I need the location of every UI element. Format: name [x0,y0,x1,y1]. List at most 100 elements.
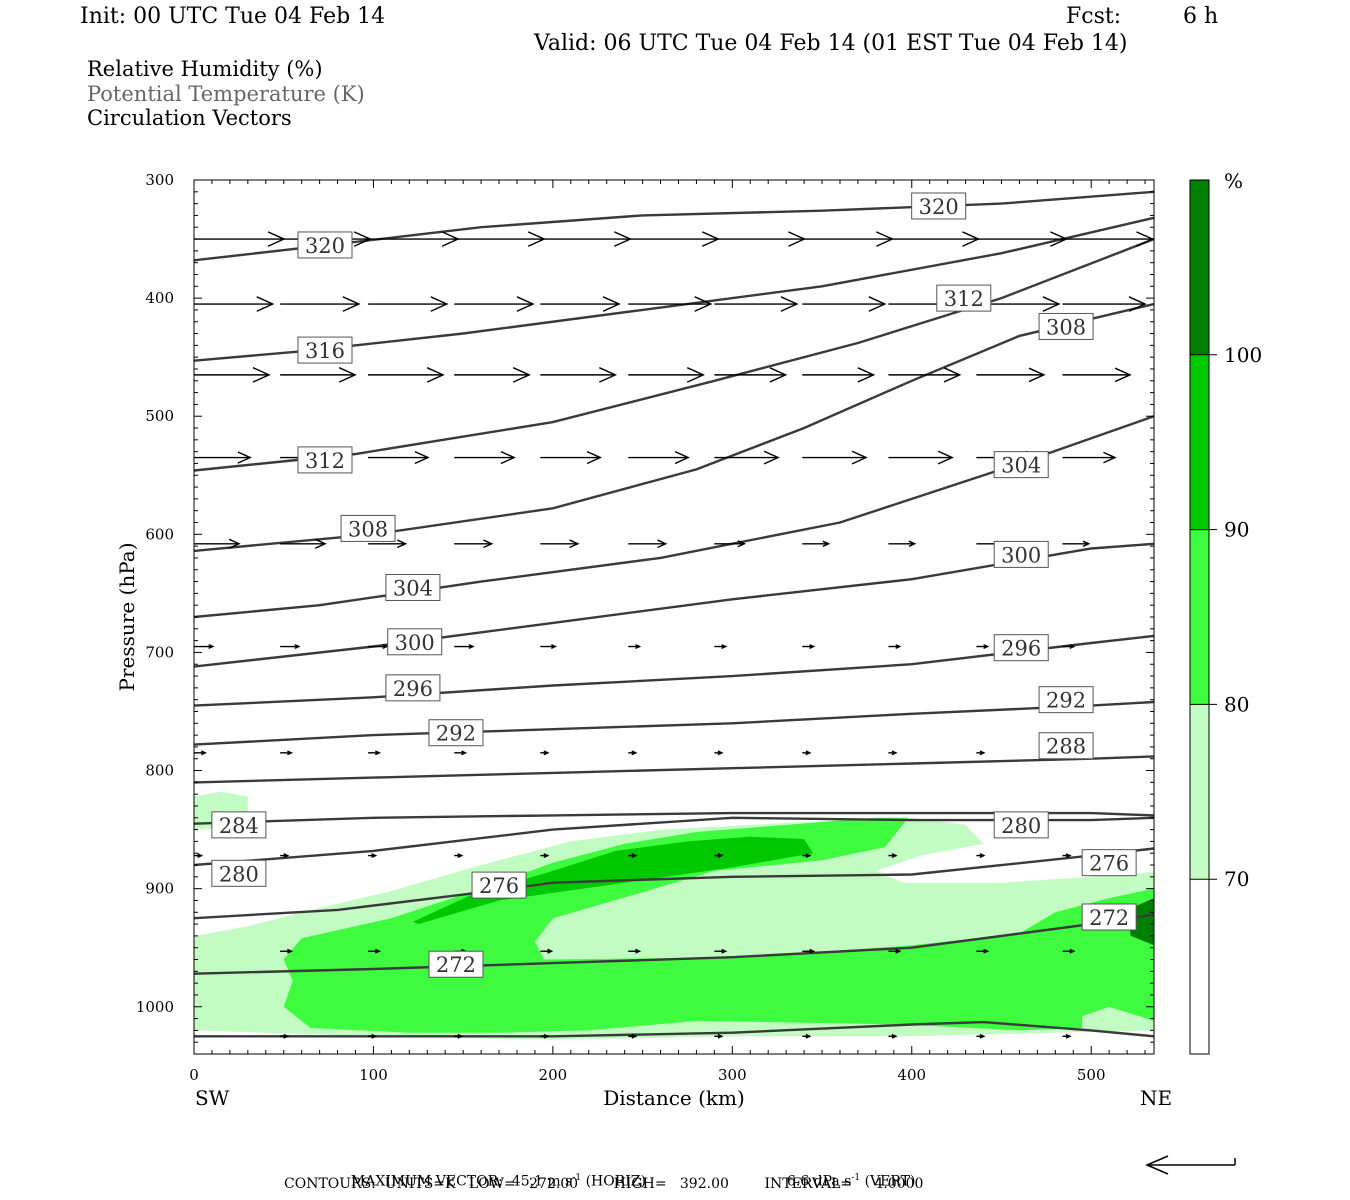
vector-953-242 [628,948,642,954]
vector-535-484 [1062,451,1117,464]
colorbar-label-90: 90 [1224,518,1249,542]
contour-label-text: 300 [395,631,435,655]
vector-head [717,750,724,756]
vector-953-387 [888,948,902,954]
max-vector-horiz: 45.1 m s [511,1173,573,1190]
vector-head [891,1033,898,1039]
vector-608-48 [280,538,327,549]
contour-label-text: 316 [305,339,345,363]
vector-head [1128,296,1147,312]
vector-695-145 [454,644,475,650]
contour-label-box [211,859,267,887]
vector-head [197,853,204,859]
colorbar-label-70: 70 [1224,867,1249,891]
vector-535-145 [454,450,516,465]
contour-label-box [1081,903,1137,931]
vector-head [809,948,816,954]
x-tick-label-200: 200 [539,1066,568,1084]
vector-953-97 [368,948,382,954]
vector-872-48 [280,853,290,859]
vector-785-48 [280,750,294,756]
contour-label-text: 272 [1089,906,1129,930]
theta-contour-284 [194,811,1154,825]
y-axis-title: Pressure (hPa) [115,543,139,692]
max-vector-label: MAXIMUM VECTOR: [350,1173,503,1190]
vector-785-290 [714,750,724,756]
contour-label-box [297,446,353,474]
contour-label-text: 296 [393,677,433,701]
vector-695-242 [628,644,642,649]
contour-label-text: 304 [1001,454,1041,478]
vector-1025-145 [454,1033,464,1039]
vector-head [631,853,638,859]
contour-label-box [428,719,484,747]
vector-872-290 [714,853,724,859]
vector-465-387 [888,367,962,383]
vector-953-193 [540,948,554,954]
vector-465-97 [368,367,445,383]
legend-theta: Potential Temperature (K) [87,82,365,106]
vector-head [237,451,252,464]
theta-contour-280 [194,816,1154,867]
vector-head [1042,296,1061,312]
theta-contour-296 [194,634,1154,707]
vector-465-436 [976,367,1046,383]
vector-head [1114,367,1132,383]
vector-head [375,750,382,756]
vert-tag: (VERT) [864,1173,916,1190]
theta-contour-288 [194,755,1154,784]
vector-head [857,367,876,383]
contour-label-300: 300 [993,540,1049,568]
y-tick-label-400: 400 [145,289,174,307]
contour-label-text: 292 [1046,689,1086,713]
vector-953-436 [976,948,990,954]
contour-label-text: 280 [219,862,259,886]
vector-535-242 [628,450,690,465]
vector-350-242 [628,231,720,247]
vector-465-484 [1062,367,1132,383]
vector-1025-193 [540,1033,550,1039]
max-vector-vert: 6.6 dPa s [786,1173,852,1190]
vector-953-48 [280,948,294,954]
vector-608-339 [802,540,831,548]
vector-head [763,450,780,465]
vector-405-242 [628,296,713,312]
contour-label-text: 272 [436,953,476,977]
vector-535-339 [802,450,868,465]
vector-head [631,750,638,756]
max-vector-vert-line: 6.6 dPa s-1 (VERT) [778,1157,916,1190]
vector-350-290 [714,231,807,247]
theta-contour-312 [194,237,1154,472]
vector-head [851,450,868,465]
max-vector-line: MAXIMUM VECTOR: 45.1 m s-1 (HORIZ) [342,1157,646,1190]
contour-label-280: 280 [993,811,1049,839]
contour-label-text: 304 [393,576,433,600]
contour-label-text: 280 [1001,814,1041,838]
vector-872-97 [368,853,378,859]
contour-label-272: 272 [1081,903,1137,931]
vector-head [895,644,902,649]
vector-350-0 [194,231,286,247]
vector-head [937,450,954,465]
vector-785-339 [802,750,812,756]
vector-872-193 [540,853,550,859]
vector-head [721,948,728,954]
vector-head [717,853,724,859]
vector-608-193 [540,539,580,549]
vector-608-387 [888,540,917,548]
vert-unit-exponent: -1 [851,1173,861,1183]
forecast-hour: 6 h [1183,4,1219,29]
contour-label-text: 320 [919,195,959,219]
vector-head [737,540,747,548]
vector-head [294,644,301,650]
x-tick-label-300: 300 [718,1066,747,1084]
vector-405-97 [368,296,449,312]
vector-head [468,644,475,650]
rh-region-80-2 [283,817,1154,1033]
vector-405-0 [194,296,275,312]
contour-label-text: 308 [1046,315,1086,339]
contour-label-box [471,871,527,899]
vector-1025-97 [368,1033,378,1039]
vector-head [599,367,618,383]
